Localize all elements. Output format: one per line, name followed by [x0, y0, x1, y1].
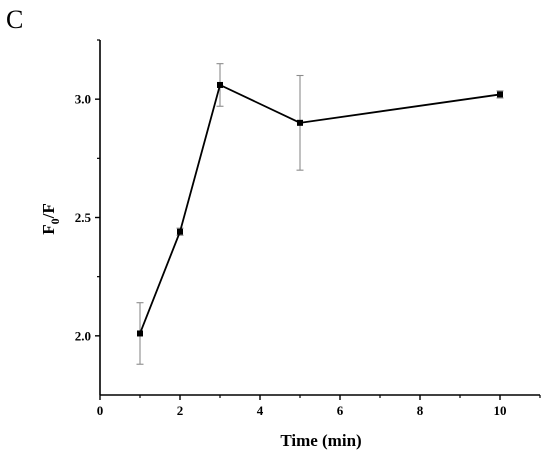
y-tick-label: 2.0: [75, 328, 91, 343]
data-point: [297, 119, 303, 126]
ticks: 0 2 4 6 8 10 2.0 2.5 3.0: [75, 39, 541, 418]
y-tick-label: 3.0: [75, 92, 91, 107]
x-tick-label: 0: [97, 403, 104, 418]
x-tick-label: 6: [337, 403, 344, 418]
series-line-group: [139, 83, 501, 334]
data-point: [137, 330, 143, 337]
x-tick-label: 10: [494, 403, 507, 418]
data-point: [217, 81, 223, 88]
panel-label: C: [6, 5, 23, 34]
data-point: [177, 228, 183, 235]
x-tick-label: 8: [417, 403, 424, 418]
y-axis-title-main: F: [39, 224, 58, 234]
y-axis-title-rest: /F: [39, 203, 58, 219]
series-line: [139, 83, 501, 334]
x-tick-label: 2: [177, 403, 184, 418]
data-point: [497, 91, 503, 98]
y-axis-title-sub: 0: [48, 218, 62, 224]
x-axis-title: Time (min): [280, 431, 361, 450]
error-bars: [136, 63, 504, 365]
axes: [99, 40, 540, 396]
data-markers: [137, 81, 503, 337]
x-tick-label: 4: [257, 403, 264, 418]
y-axis-title: F0/F: [39, 203, 62, 235]
y-tick-label: 2.5: [75, 210, 92, 225]
